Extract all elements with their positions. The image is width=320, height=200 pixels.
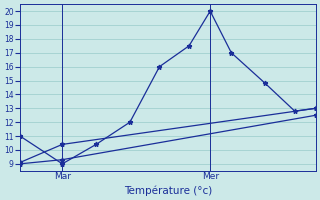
X-axis label: Température (°c): Température (°c) [124,185,212,196]
